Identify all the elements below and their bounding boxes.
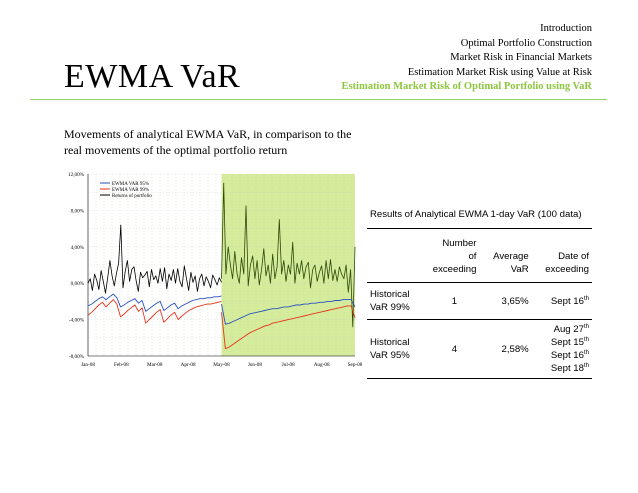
x-tick-label: May-08 [213,362,230,368]
x-tick-label: Jun-08 [248,362,263,368]
nav-item-market-risk[interactable]: Market Risk in Financial Markets [450,52,592,63]
y-tick-label: -8,00% [69,354,85,360]
x-tick-label: Jul-08 [282,362,295,368]
date-item: Aug 27th [553,323,589,335]
date-item: Sept 16th [550,349,589,361]
cell-dates: Sept 16th [531,282,592,320]
y-tick-label: 8,00% [71,208,85,214]
series-line-returns-period1 [87,224,222,294]
date-item: Sept 16th [550,295,589,307]
cell-count: 4 [429,319,480,379]
header-date-of-exceeding: Date of exceeding [531,228,592,283]
row-label: Historical VaR 99% [367,282,430,320]
header-number-of-exceeding: Number of exceeding [429,228,480,283]
series-line-var95-period1 [87,293,222,312]
cell-count: 1 [429,282,480,320]
nav-item-active[interactable]: Estimation Market Risk of Optimal Portfo… [341,81,592,92]
y-tick-label: -4,00% [69,318,85,324]
legend-label: Returns of portfolio [112,194,152,199]
cell-average: 2,58% [479,319,532,379]
x-tick-label: Feb-08 [114,362,129,368]
row-label: Historical VaR 95% [367,319,430,379]
series-line-var99-period1 [87,299,222,324]
cell-average: 3,65% [479,282,532,320]
ewma-var-chart: 12,00% 8,00% 4,00% 0,00% -4,00% -8,00% Jan-08 F… [68,172,362,368]
x-tick-label: Aug-08 [314,362,330,368]
nav-item-estimation-var[interactable]: Estimation Market Risk using Value at Ri… [407,66,592,78]
nav-item-portfolio-construction[interactable]: Optimal Portfolio Construction [460,37,592,49]
y-tick-label: 0,00% [71,281,85,287]
legend-label: EWMA VAR 99% [112,188,149,193]
x-tick-label: Mar-08 [147,362,163,368]
header-average-var: Average VaR [479,228,532,283]
series-line-returns-period2 [221,182,356,328]
results-header-row: Number of exceeding Average VaR Date of … [367,228,592,283]
results-caption: Results of Analytical EWMA 1-day VaR (10… [370,209,582,220]
y-tick-label: 12,00% [68,172,85,178]
page-title: EWMA VaR [64,58,241,95]
table-row: Historical VaR 95% 4 2,58% Aug 27th Sept… [367,319,592,379]
x-tick-label: Apr-08 [181,362,196,368]
series-line-var95-period2 [221,299,356,325]
cell-dates: Aug 27th Sept 15th Sept 16th Sept 18th [531,319,592,379]
date-item: Sept 15th [550,336,589,348]
nav-item-introduction[interactable]: Introduction [540,23,592,34]
series-line-var99-period2 [221,305,356,350]
header-blank [367,228,430,283]
date-item: Sept 18th [550,362,589,374]
results-table: Number of exceeding Average VaR Date of … [367,228,592,379]
legend-label: EWMA VAR 95% [112,182,149,187]
table-row: Historical VaR 99% 1 3,65% Sept 16th [367,282,592,320]
y-tick-label: 4,00% [71,245,85,251]
chart-description: Movements of analytical EWMA VaR, in com… [64,127,352,157]
title-divider [30,99,607,100]
section-nav: Introduction Optimal Portfolio Construct… [341,22,592,95]
x-tick-label: Sep-08 [348,362,362,368]
x-tick-label: Jan-08 [81,362,95,368]
